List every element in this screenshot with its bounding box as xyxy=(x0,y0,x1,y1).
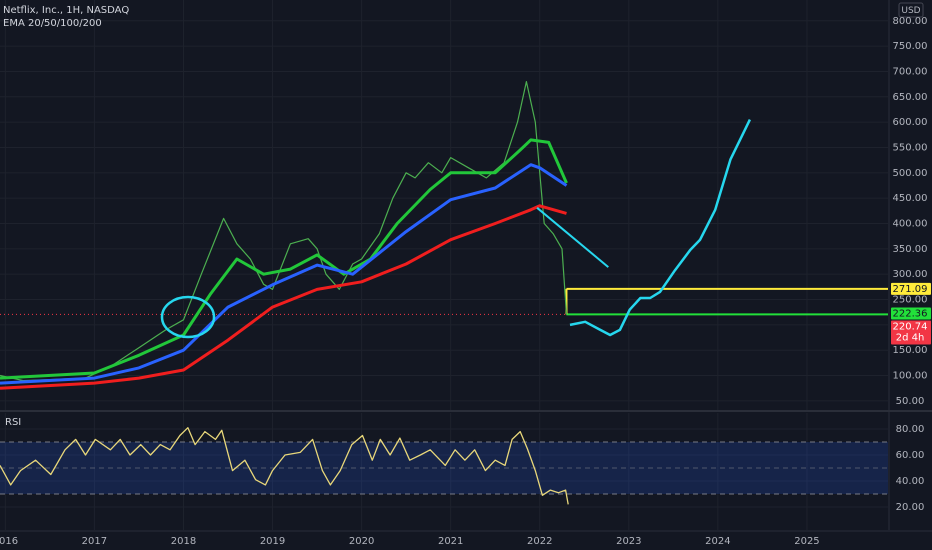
indicator-label: EMA 20/50/100/200 xyxy=(3,18,102,29)
y-tick-label: 550.00 xyxy=(893,142,928,153)
x-tick-label: 2024 xyxy=(705,536,730,547)
x-tick-label: 2017 xyxy=(82,536,107,547)
x-tick-label: 2022 xyxy=(527,536,552,547)
currency: USD xyxy=(901,6,920,16)
price-label-box xyxy=(891,307,931,320)
series-line xyxy=(536,207,609,268)
y-tick-label: 80.00 xyxy=(896,424,925,435)
y-tick-label: 20.00 xyxy=(896,502,925,513)
y-tick-label: 50.00 xyxy=(896,396,925,407)
x-tick-label: 2018 xyxy=(171,536,196,547)
series-line xyxy=(0,204,567,390)
y-tick-label: 700.00 xyxy=(893,66,928,77)
x-tick-label: 2021 xyxy=(438,536,463,547)
y-tick-label: 500.00 xyxy=(893,168,928,179)
series-line xyxy=(0,138,568,380)
x-tick-label: 2023 xyxy=(616,536,641,547)
series-line xyxy=(569,119,752,337)
price-label: 222.36 xyxy=(893,309,928,320)
y-tick-label: 250.00 xyxy=(893,295,928,306)
y-tick-label: 800.00 xyxy=(893,16,928,27)
y-tick-label: 750.00 xyxy=(893,41,928,52)
y-tick-label: 100.00 xyxy=(893,371,928,382)
series-line xyxy=(0,427,569,505)
rsi-title: RSI xyxy=(5,417,21,428)
x-tick-label: 2016 xyxy=(0,536,18,547)
y-tick-label: 300.00 xyxy=(893,269,928,280)
price-label: 220.74 xyxy=(893,322,928,333)
y-tick-label: 450.00 xyxy=(893,193,928,204)
countdown: 2d 4h xyxy=(896,333,925,344)
highlight-ellipse xyxy=(160,295,216,339)
y-tick-label: 600.00 xyxy=(893,117,928,128)
currency-box xyxy=(898,2,924,18)
y-tick-label: 350.00 xyxy=(893,244,928,255)
axis-labels: 50.00100.00150.00200.00250.00300.00350.0… xyxy=(0,16,931,547)
marks xyxy=(0,81,888,505)
price-label-box xyxy=(891,282,931,295)
x-tick-label: 2020 xyxy=(349,536,374,547)
price-label: 271.09 xyxy=(893,284,928,295)
y-tick-label: 150.00 xyxy=(893,345,928,356)
series-line xyxy=(0,163,568,385)
grid xyxy=(0,0,888,530)
x-tick-label: 2025 xyxy=(794,536,819,547)
x-tick-label: 2019 xyxy=(260,536,285,547)
chart-title: Netflix, Inc., 1H, NASDAQ xyxy=(3,5,129,16)
y-tick-label: 650.00 xyxy=(893,92,928,103)
price-label-box xyxy=(891,320,931,345)
series-line xyxy=(0,81,568,382)
y-tick-label: 40.00 xyxy=(896,476,925,487)
y-tick-label: 400.00 xyxy=(893,218,928,229)
y-tick-label: 60.00 xyxy=(896,450,925,461)
